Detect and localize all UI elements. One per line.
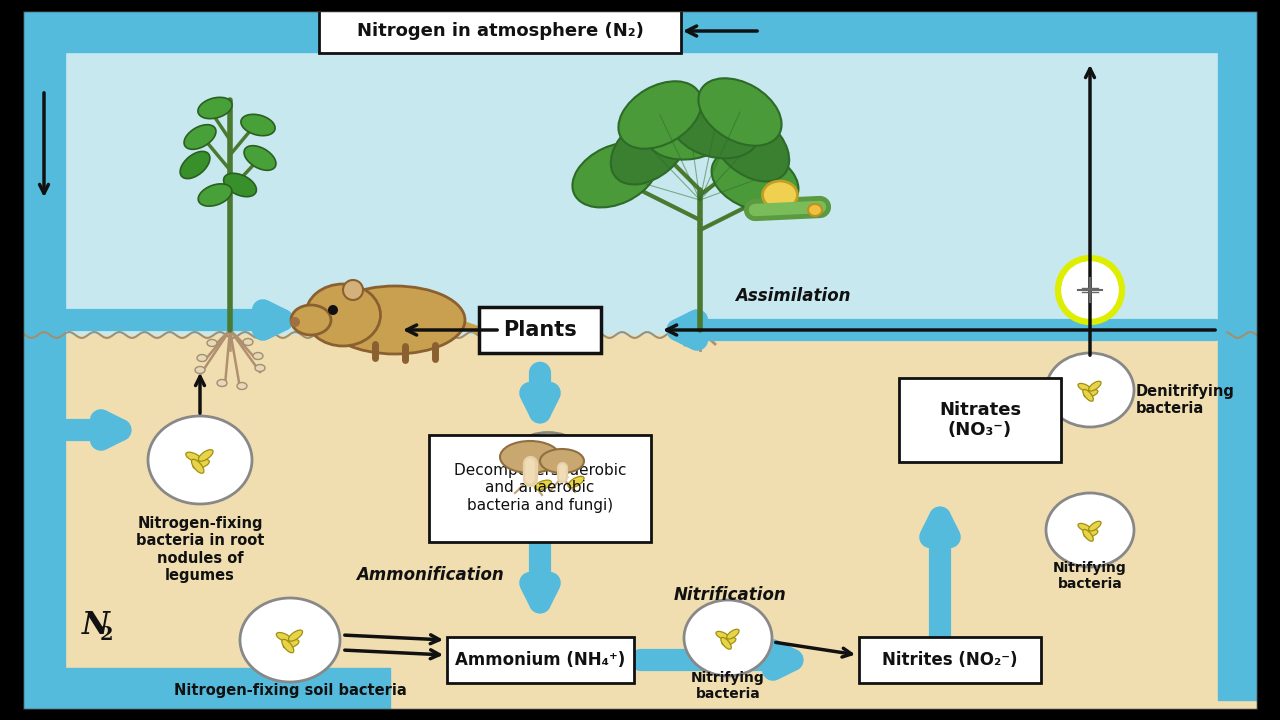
Ellipse shape — [559, 454, 572, 469]
Text: N: N — [82, 610, 110, 641]
Ellipse shape — [518, 459, 534, 471]
Bar — [22, 335, 1258, 710]
Text: Assimilation: Assimilation — [735, 287, 850, 305]
Ellipse shape — [243, 338, 253, 346]
Text: Ammonification: Ammonification — [356, 566, 504, 584]
Ellipse shape — [241, 598, 340, 682]
Ellipse shape — [535, 480, 552, 490]
Ellipse shape — [148, 416, 252, 504]
Ellipse shape — [1046, 493, 1134, 567]
FancyBboxPatch shape — [899, 378, 1061, 462]
Ellipse shape — [712, 149, 799, 211]
Ellipse shape — [288, 630, 302, 642]
Ellipse shape — [193, 459, 210, 469]
Text: Nitrification: Nitrification — [673, 586, 786, 604]
Ellipse shape — [325, 286, 465, 354]
Ellipse shape — [572, 143, 658, 207]
Ellipse shape — [184, 125, 216, 149]
Text: Nitrogen in atmosphere (N₂): Nitrogen in atmosphere (N₂) — [357, 22, 644, 40]
FancyBboxPatch shape — [319, 9, 681, 53]
Text: 2: 2 — [100, 626, 114, 644]
Text: Nitrogen-fixing soil bacteria: Nitrogen-fixing soil bacteria — [174, 683, 406, 698]
Ellipse shape — [1046, 353, 1134, 427]
Circle shape — [1059, 258, 1123, 322]
Ellipse shape — [684, 600, 772, 676]
Ellipse shape — [195, 366, 205, 374]
Ellipse shape — [291, 305, 332, 335]
Circle shape — [291, 317, 300, 327]
FancyBboxPatch shape — [479, 307, 602, 353]
Ellipse shape — [1083, 390, 1093, 401]
Ellipse shape — [1084, 390, 1098, 397]
Ellipse shape — [207, 340, 218, 346]
Ellipse shape — [710, 109, 790, 181]
Ellipse shape — [540, 449, 584, 473]
Ellipse shape — [611, 112, 689, 184]
FancyBboxPatch shape — [859, 637, 1041, 683]
Ellipse shape — [198, 97, 232, 119]
Ellipse shape — [671, 98, 759, 158]
Ellipse shape — [1084, 529, 1098, 537]
Text: Nitrogen-fixing
bacteria in root
nodules of
legumes: Nitrogen-fixing bacteria in root nodules… — [136, 516, 264, 583]
Ellipse shape — [503, 433, 593, 508]
Ellipse shape — [282, 639, 294, 653]
Ellipse shape — [721, 637, 731, 649]
Text: Nitrites (NO₂⁻): Nitrites (NO₂⁻) — [882, 651, 1018, 669]
Ellipse shape — [1083, 529, 1093, 541]
Ellipse shape — [645, 100, 735, 160]
Ellipse shape — [197, 354, 207, 361]
FancyBboxPatch shape — [447, 637, 634, 683]
Ellipse shape — [808, 204, 822, 216]
Ellipse shape — [283, 639, 300, 648]
Ellipse shape — [1078, 523, 1092, 532]
Ellipse shape — [218, 379, 227, 387]
Ellipse shape — [198, 449, 212, 462]
Ellipse shape — [699, 78, 782, 145]
FancyBboxPatch shape — [429, 434, 652, 541]
Ellipse shape — [224, 174, 256, 197]
Ellipse shape — [1088, 521, 1101, 531]
Ellipse shape — [253, 353, 262, 359]
Ellipse shape — [618, 81, 701, 149]
Ellipse shape — [1088, 381, 1101, 391]
Ellipse shape — [727, 629, 739, 639]
Text: Plants: Plants — [503, 320, 577, 340]
Ellipse shape — [241, 114, 275, 135]
Circle shape — [328, 305, 338, 315]
Ellipse shape — [1078, 383, 1092, 392]
Ellipse shape — [722, 637, 736, 645]
Ellipse shape — [237, 382, 247, 390]
Ellipse shape — [244, 145, 276, 171]
Ellipse shape — [198, 184, 232, 206]
Ellipse shape — [276, 632, 292, 642]
Text: Denitrifying
bacteria: Denitrifying bacteria — [1137, 384, 1235, 416]
Ellipse shape — [568, 477, 584, 487]
Ellipse shape — [255, 364, 265, 372]
Bar — [22, 10, 1258, 335]
Text: Decomposers (aerobic
and anaerobic
bacteria and fungi): Decomposers (aerobic and anaerobic bacte… — [453, 463, 626, 513]
Ellipse shape — [180, 151, 210, 179]
Ellipse shape — [186, 452, 202, 462]
Text: Nitrifying
bacteria: Nitrifying bacteria — [691, 671, 765, 701]
Ellipse shape — [716, 631, 730, 640]
Text: Nitrifying
bacteria: Nitrifying bacteria — [1053, 561, 1126, 591]
Ellipse shape — [306, 284, 380, 346]
Ellipse shape — [763, 181, 797, 209]
Ellipse shape — [500, 441, 561, 473]
Text: Nitrates
(NO₃⁻): Nitrates (NO₃⁻) — [940, 400, 1021, 439]
Circle shape — [343, 280, 364, 300]
Text: Ammonium (NH₄⁺): Ammonium (NH₄⁺) — [454, 651, 625, 669]
Ellipse shape — [192, 459, 204, 473]
